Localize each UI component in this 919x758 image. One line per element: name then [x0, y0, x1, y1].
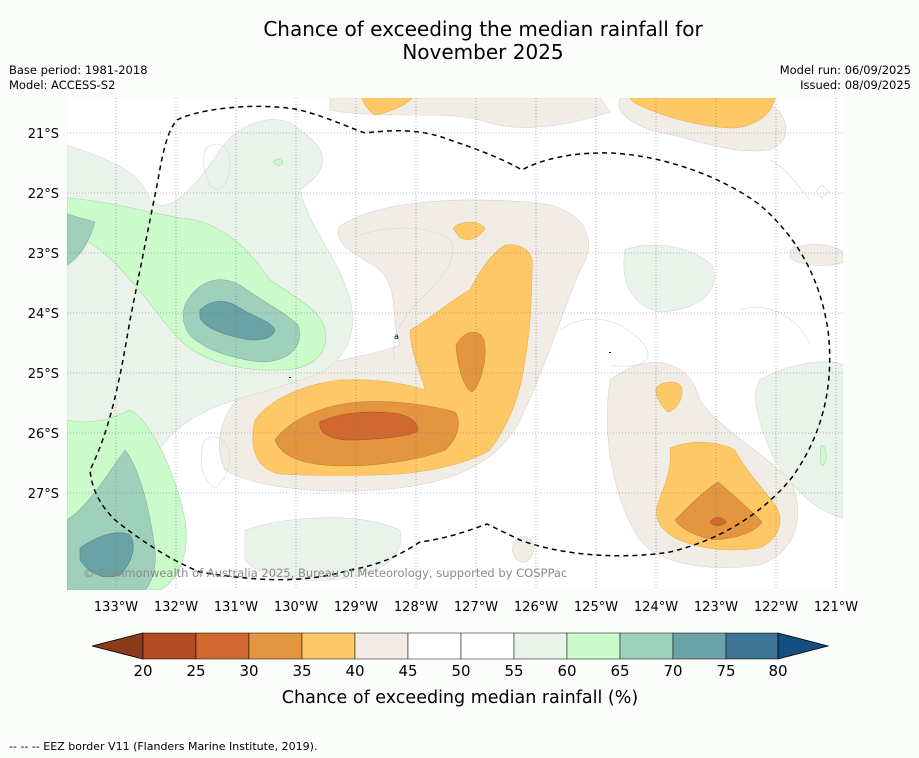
lon-label: 122°W [754, 600, 798, 615]
region-25-30 [319, 411, 418, 441]
lon-label: 133°W [94, 600, 138, 615]
colorbar-tick-label: 35 [292, 662, 311, 680]
lat-label: 21°S [28, 127, 59, 142]
colorbar-tick-label: 75 [716, 662, 735, 680]
colorbar-extend-low [91, 632, 144, 660]
colorbar-cell [672, 632, 727, 660]
colorbar-tick-label: 80 [768, 662, 787, 680]
eez-legend: -- -- -- EEZ border V11 (Flanders Marine… [9, 740, 318, 753]
colorbar-extend-high [777, 632, 830, 660]
copyright-text: © Commonwealth of Australia 2025, Bureau… [83, 566, 567, 580]
lon-label: 123°W [694, 600, 738, 615]
lat-label: 24°S [28, 307, 59, 322]
grid [67, 98, 843, 590]
region-60-65 [272, 158, 284, 166]
region-70-75 [79, 532, 134, 578]
eez-border [89, 105, 831, 581]
colorbar-cell [619, 632, 674, 660]
colorbar-tick-label: 65 [610, 662, 629, 680]
title-line-1: Chance of exceeding the median rainfall … [263, 17, 703, 41]
lon-label: 131°W [214, 600, 258, 615]
region-70-75 [199, 301, 276, 341]
colorbar-cell [142, 632, 197, 660]
region-25-30 [709, 517, 727, 527]
lon-label: 128°W [394, 600, 438, 615]
colorbar-tick-label: 55 [504, 662, 523, 680]
colorbar-cell [460, 632, 515, 660]
lon-label: 130°W [274, 600, 318, 615]
island-outline [815, 184, 830, 199]
model-run: Model run: 06/09/2025 [779, 63, 911, 77]
lon-label: 125°W [574, 600, 618, 615]
region-30-35 [455, 332, 486, 393]
region-35-40 [361, 98, 413, 116]
lat-label: 23°S [28, 247, 59, 262]
base-period: Base period: 1981-2018 [9, 63, 148, 77]
lat-label: 25°S [28, 367, 59, 382]
colorbar-cell [248, 632, 303, 660]
colorbar-tick-label: 20 [133, 662, 152, 680]
region-30-35 [674, 481, 763, 541]
region-35-40 [452, 221, 486, 240]
region-60-65 [819, 445, 827, 466]
colorbar-tick-label: 25 [186, 662, 205, 680]
lon-label: 121°W [814, 600, 858, 615]
lon-labels: 133°W 132°W 131°W 130°W 129°W 128°W 127°… [94, 600, 858, 615]
colorbar-tick-label: 40 [345, 662, 364, 680]
lat-label: 22°S [28, 187, 59, 202]
lat-label: 27°S [28, 487, 59, 502]
lat-label: 26°S [28, 427, 59, 442]
lon-label: 124°W [634, 600, 678, 615]
region-55-60 [755, 361, 843, 519]
region-35-40 [655, 381, 683, 413]
island-dot [289, 377, 291, 378]
colorbar-tick-label: 30 [239, 662, 258, 680]
colorbar-cell [566, 632, 621, 660]
region-35-40 [629, 98, 776, 129]
region-55-60 [623, 244, 715, 313]
lat-labels: 21°S 22°S 23°S 24°S 25°S 26°S 27°S [28, 127, 59, 502]
meta-left: Base period: 1981-2018 Model: ACCESS-S2 [9, 63, 148, 93]
colorbar-cell [354, 632, 409, 660]
colorbar-cell [195, 632, 250, 660]
map-figure: a © Commonwealth of Australia 2025, Bure… [28, 98, 858, 708]
lon-label: 126°W [514, 600, 558, 615]
contour-lines [200, 143, 811, 489]
title-line-2: November 2025 [402, 40, 564, 64]
colorbar-cell [407, 632, 462, 660]
colorbar-tick-label: 50 [451, 662, 470, 680]
map-title: Chance of exceeding the median rainfall … [0, 18, 919, 64]
lon-label: 132°W [154, 600, 198, 615]
lon-label: 129°W [334, 600, 378, 615]
colorbar-cell [513, 632, 568, 660]
island-mark: a [394, 332, 399, 341]
issued-date: Issued: 08/09/2025 [800, 78, 911, 92]
island-dot [609, 352, 611, 353]
colorbar-label: Chance of exceeding median rainfall (%) [282, 688, 638, 708]
colorbar-cell [725, 632, 779, 660]
meta-right: Model run: 06/09/2025 Issued: 08/09/2025 [780, 63, 911, 93]
colorbar-tick-label: 45 [398, 662, 417, 680]
region-65-70 [67, 213, 96, 266]
colorbar-tick-label: 70 [663, 662, 682, 680]
region-45-50 [789, 244, 843, 266]
lon-label: 127°W [454, 600, 498, 615]
model-name: Model: ACCESS-S2 [9, 78, 116, 92]
colorbar-cell [301, 632, 356, 660]
colorbar-tick-label: 60 [557, 662, 576, 680]
map-plot: a © Commonwealth of Australia 2025, Bure… [67, 98, 843, 590]
colorbar: 20 25 30 35 40 45 50 55 60 65 70 75 80 C… [91, 632, 830, 708]
